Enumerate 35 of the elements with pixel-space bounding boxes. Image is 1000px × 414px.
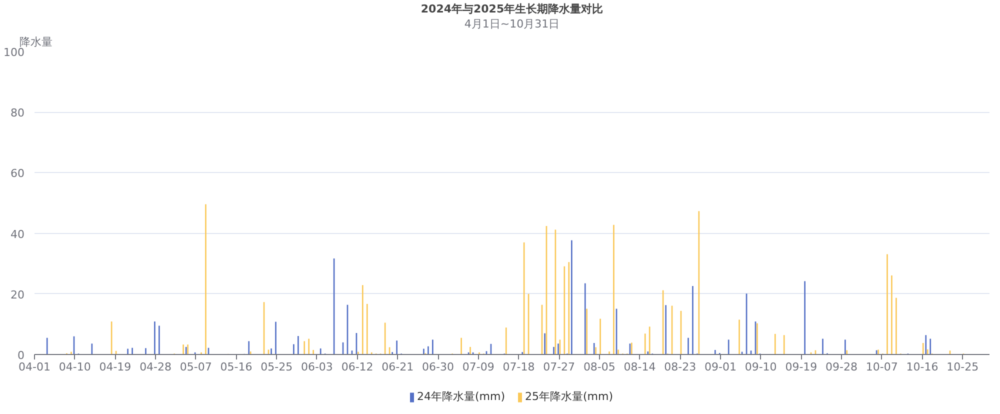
x-tick-label: 08-14 (624, 360, 656, 374)
y-axis-title: 降水量 (20, 36, 52, 48)
x-tick-label: 05-07 (180, 360, 212, 374)
x-tick-label: 10-25 (946, 360, 979, 374)
x-tick-label: 07-09 (462, 360, 494, 374)
x-tick-label: 09-10 (744, 360, 777, 374)
y-tick-label: 40 (10, 228, 25, 241)
chart-title: 2024年与2025年生长期降水量对比 (420, 2, 604, 16)
x-tick-label: 04-01 (18, 360, 50, 374)
y-tick-label: 80 (10, 106, 25, 120)
legend-label: 24年降水量(mm) (416, 389, 505, 404)
x-tick-label: 06-21 (382, 360, 414, 374)
x-tick-label: 07-18 (502, 360, 535, 374)
legend-label: 25年降水量(mm) (525, 389, 614, 404)
x-tick-label: 06-12 (341, 360, 374, 374)
x-tick-label: 09-28 (826, 360, 858, 374)
x-tick-label: 04-28 (140, 360, 172, 374)
x-tick-label: 08-23 (664, 360, 696, 374)
x-tick-label: 04-10 (58, 360, 91, 374)
x-tick-label: 10-07 (866, 360, 898, 374)
y-tick-label: 0 (18, 349, 24, 362)
x-tick-label: 10-16 (906, 360, 938, 374)
x-tick-label: 05-16 (220, 360, 252, 374)
x-tick-label: 04-19 (99, 360, 132, 374)
y-tick-label: 60 (10, 167, 25, 180)
x-tick-label: 05-25 (260, 360, 293, 374)
x-tick-label: 09-19 (785, 360, 818, 374)
x-tick-label: 07-27 (543, 360, 576, 374)
chart-subtitle: 4月1日~10月31日 (464, 18, 560, 30)
x-tick-label: 06-30 (422, 360, 454, 374)
x-tick-label: 08-05 (583, 360, 616, 374)
y-tick-label: 20 (10, 288, 25, 302)
x-tick-label: 06-03 (300, 360, 333, 374)
y-tick-label: 100 (4, 46, 25, 59)
x-tick-label: 09-01 (704, 360, 736, 374)
